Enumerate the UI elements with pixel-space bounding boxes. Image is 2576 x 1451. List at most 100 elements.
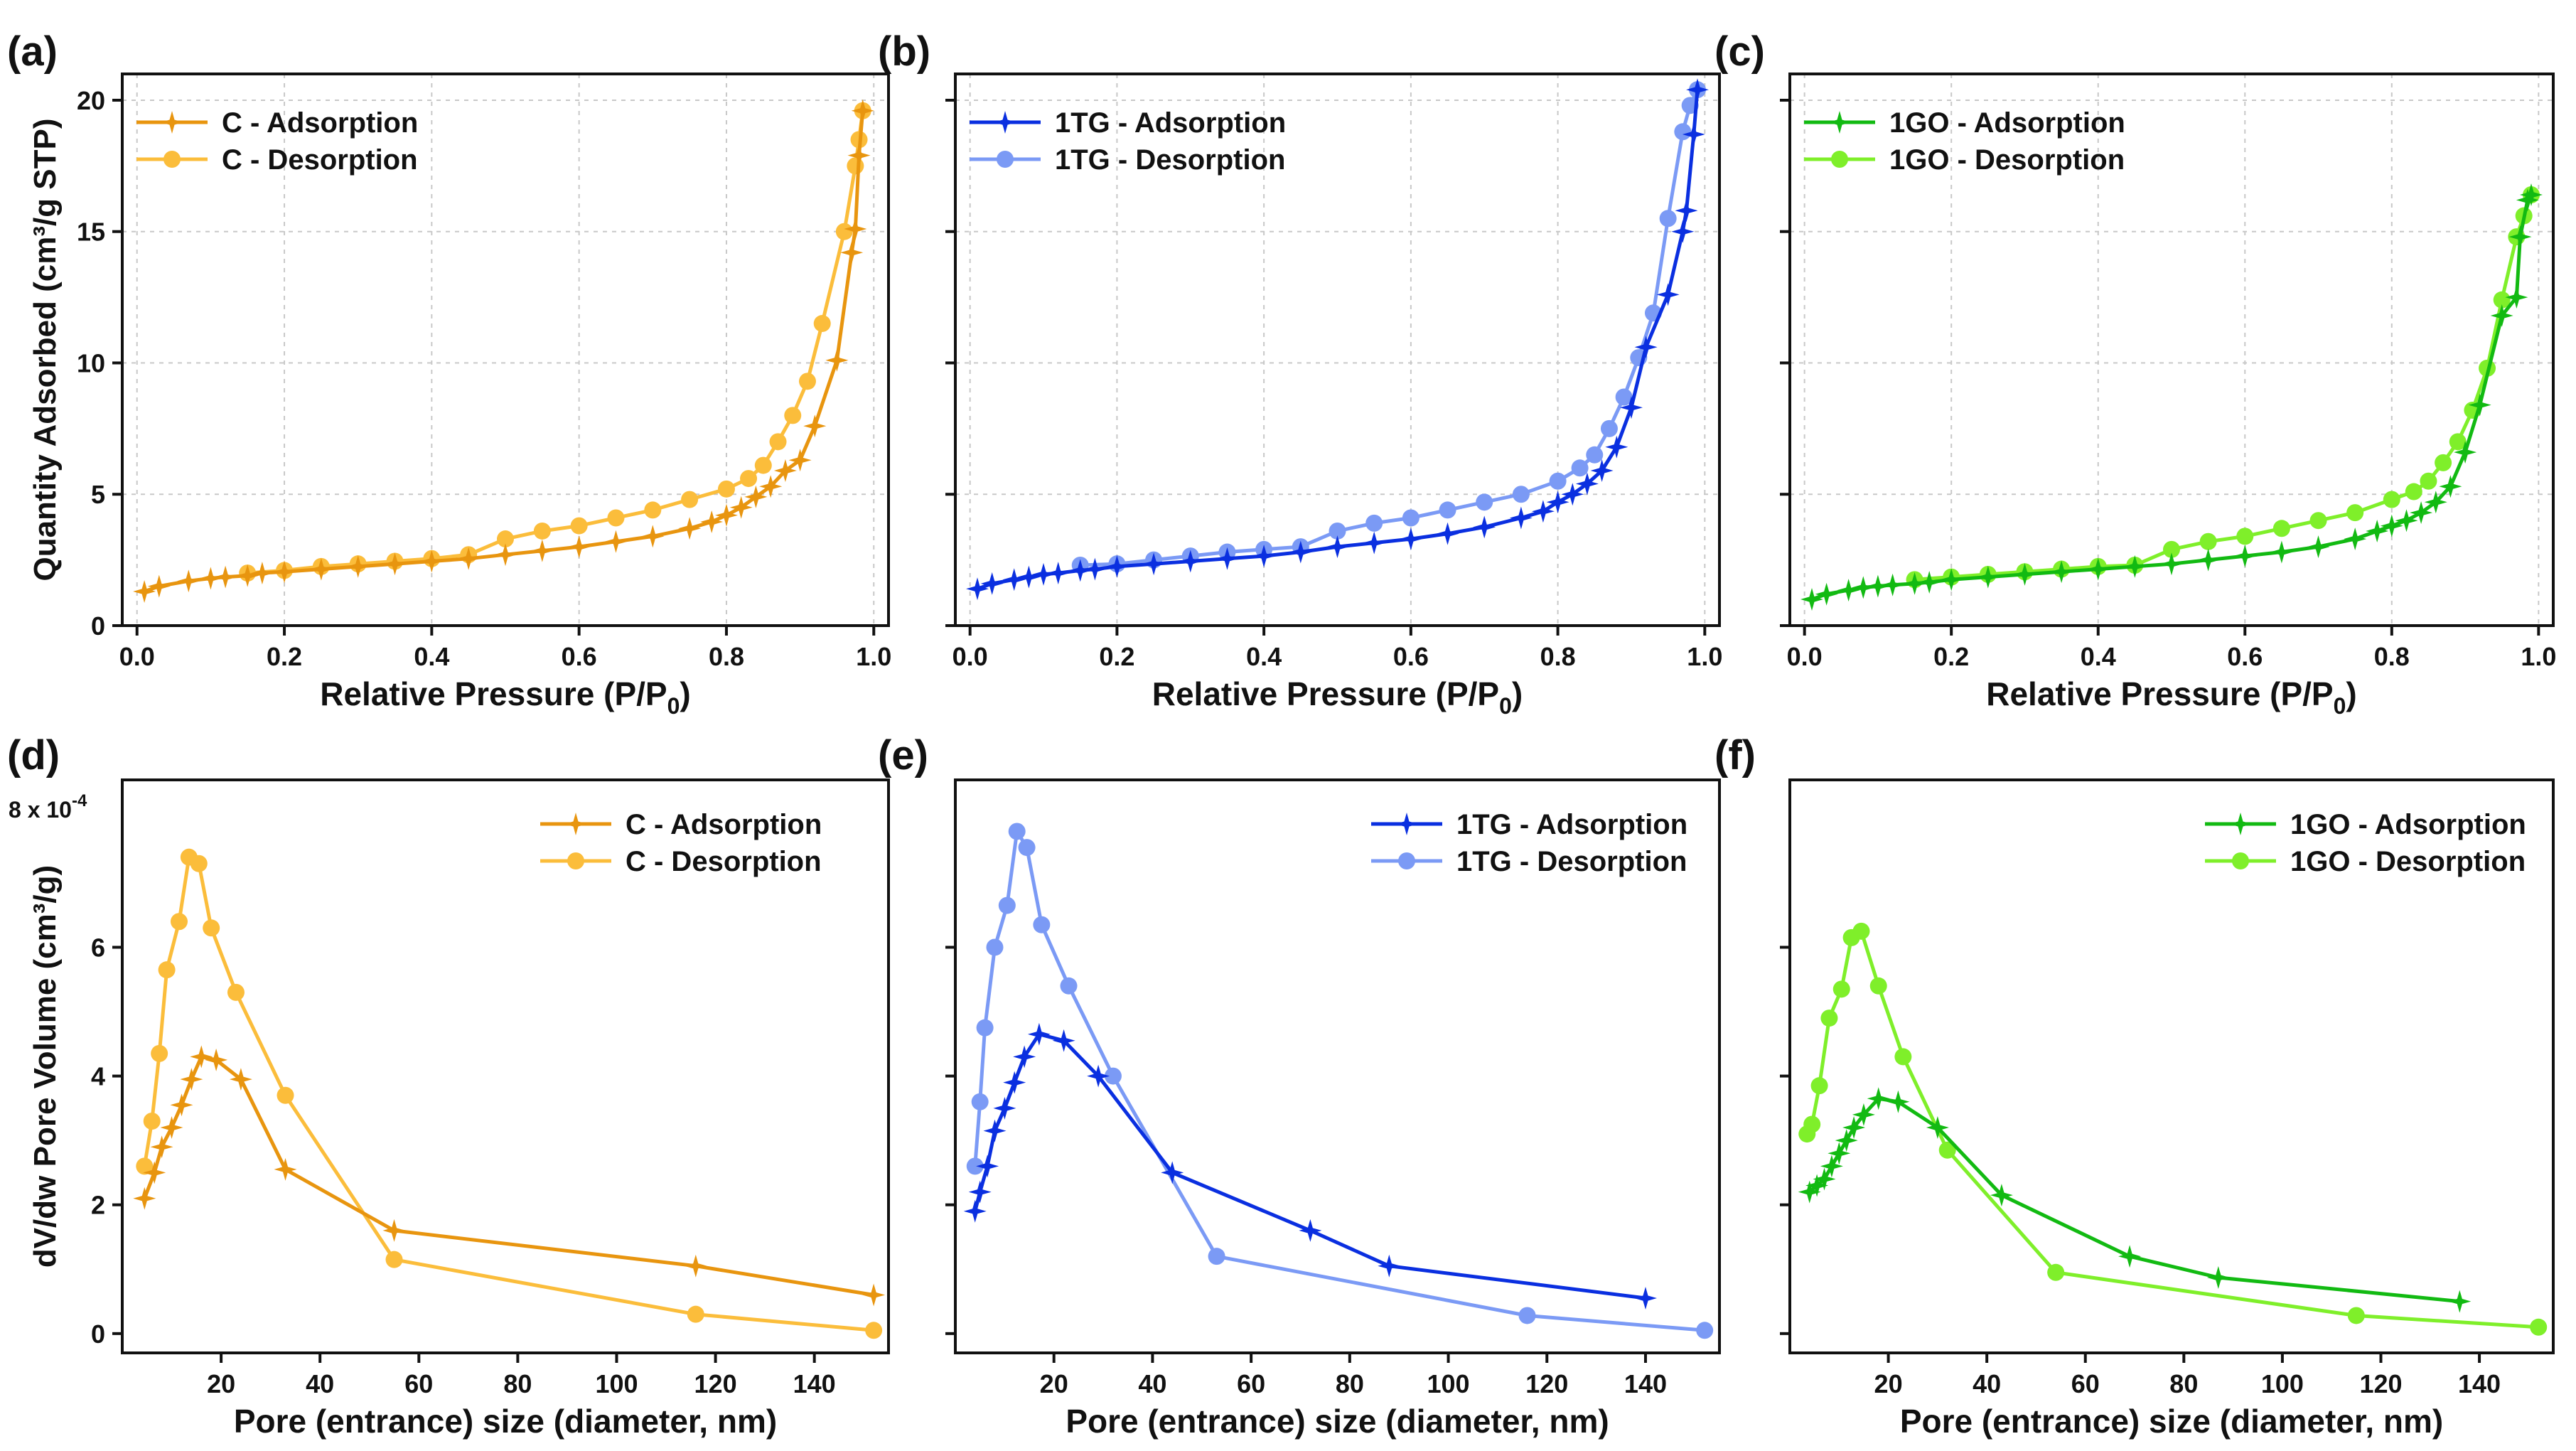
data-point [993,1096,1016,1120]
x-axis-label-subscript: 0 [1499,693,1512,719]
data-point [2163,540,2180,558]
data-point [1682,123,1705,146]
legend-swatch-marker [567,852,584,869]
data-point [687,1305,704,1323]
x-tick-label: 0.4 [414,642,449,671]
series-des [1906,186,2540,589]
data-point [1600,419,1618,437]
legend: 1TG - Adsorption 1TG - Desorption [1371,809,1687,877]
x-axis-label-subscript: 0 [667,693,680,719]
data-point [1518,1307,1536,1324]
data-point [1046,562,1070,585]
legend-swatch-marker [564,813,587,835]
data-point [1852,576,1875,599]
data-point [1531,500,1555,523]
data-point [607,509,625,527]
data-point [2199,532,2217,550]
x-tick-label: 20 [1040,1369,1068,1398]
x-tick-label: 0.4 [1246,642,1282,671]
data-point [641,525,665,548]
data-point [2435,454,2452,471]
panel-label: (c) [1714,28,1765,75]
data-point [274,1157,297,1181]
data-point [227,983,245,1001]
legend-swatch-marker [1828,111,1851,134]
data-point [862,1283,886,1307]
data-point [1509,506,1533,530]
data-point [1820,1155,1843,1178]
x-tick-label: 0.8 [709,642,744,671]
data-point [2405,483,2422,500]
data-point [1990,1184,2013,1207]
y-axis-label: Quantity Adsorbed (cm³/g STP) [28,118,63,581]
data-point [1842,1116,1866,1139]
data-point [2424,491,2447,514]
data-point [2123,555,2147,578]
data-point [1402,509,1420,527]
data-point [2508,225,2532,249]
data-point [1586,446,1604,464]
x-tick-label: 0.0 [1787,642,1823,671]
data-point [1866,574,1889,598]
data-point [847,144,871,167]
data-point [1803,1115,1821,1133]
data-point [1439,501,1456,519]
data-point [2395,509,2418,532]
data-point [1800,588,1823,611]
plot-frame [121,778,890,1354]
data-point [1615,388,1633,406]
data-point [1832,980,1850,998]
data-point [1436,522,1459,545]
data-point [1671,220,1695,243]
data-point [2307,535,2330,559]
series-ads [963,1022,1657,1310]
data-point [170,913,188,931]
x-axis-label-subscript: 0 [2334,693,2346,719]
data-point [143,1161,166,1184]
data-point [971,1093,989,1110]
data-point [229,1068,252,1091]
x-tick-label: 60 [1237,1369,1265,1398]
x-tick-label: 120 [694,1369,737,1398]
data-point [2196,548,2220,572]
series-line [973,829,1705,1332]
data-point [2272,520,2290,537]
data-point [1104,1067,1122,1085]
legend-label: C - Adsorption [222,107,418,139]
data-point [1473,515,1496,539]
x-axis-label-end: ) [680,675,690,712]
data-point [1590,459,1614,482]
x-tick-label: 1.0 [1687,642,1722,671]
data-point [1605,435,1628,459]
data-point [1656,283,1680,306]
y-multiplier: 8 x 10-4 [9,791,87,823]
data-point [190,1045,213,1069]
data-point [346,555,370,578]
panel-label: (f) [1714,732,1756,778]
data-point [1620,396,1643,419]
data-point [604,530,628,553]
x-tick-label: 0.6 [562,642,597,671]
data-point [715,503,738,527]
data-point [851,99,874,122]
data-point [1002,568,1026,591]
data-point [976,1155,999,1178]
legend-label: 1TG - Desorption [1456,846,1687,877]
data-point [2420,472,2437,490]
data-point [784,407,802,424]
data-point [684,1254,707,1278]
x-tick-label: 0.8 [1540,642,1576,671]
x-tick-label: 1.0 [2521,642,2556,671]
x-axis-label-main: Relative Pressure (P/P [320,675,667,712]
data-point [1820,1010,1838,1027]
panel-e: 20 40 60 80 100 120 140 Pore (entrance) size (d… [878,732,1721,1440]
data-point [1837,579,1860,602]
data-point [533,522,551,540]
x-axis-label-main: Relative Pressure (P/P [1152,675,1499,712]
data-point [2206,1266,2230,1289]
x-tick-label: 0.4 [2081,642,2116,671]
x-tick-label: 20 [1874,1369,1903,1398]
data-point [681,491,699,508]
series-line [247,110,865,575]
legend-label: 1TG - Adsorption [1055,107,1286,139]
